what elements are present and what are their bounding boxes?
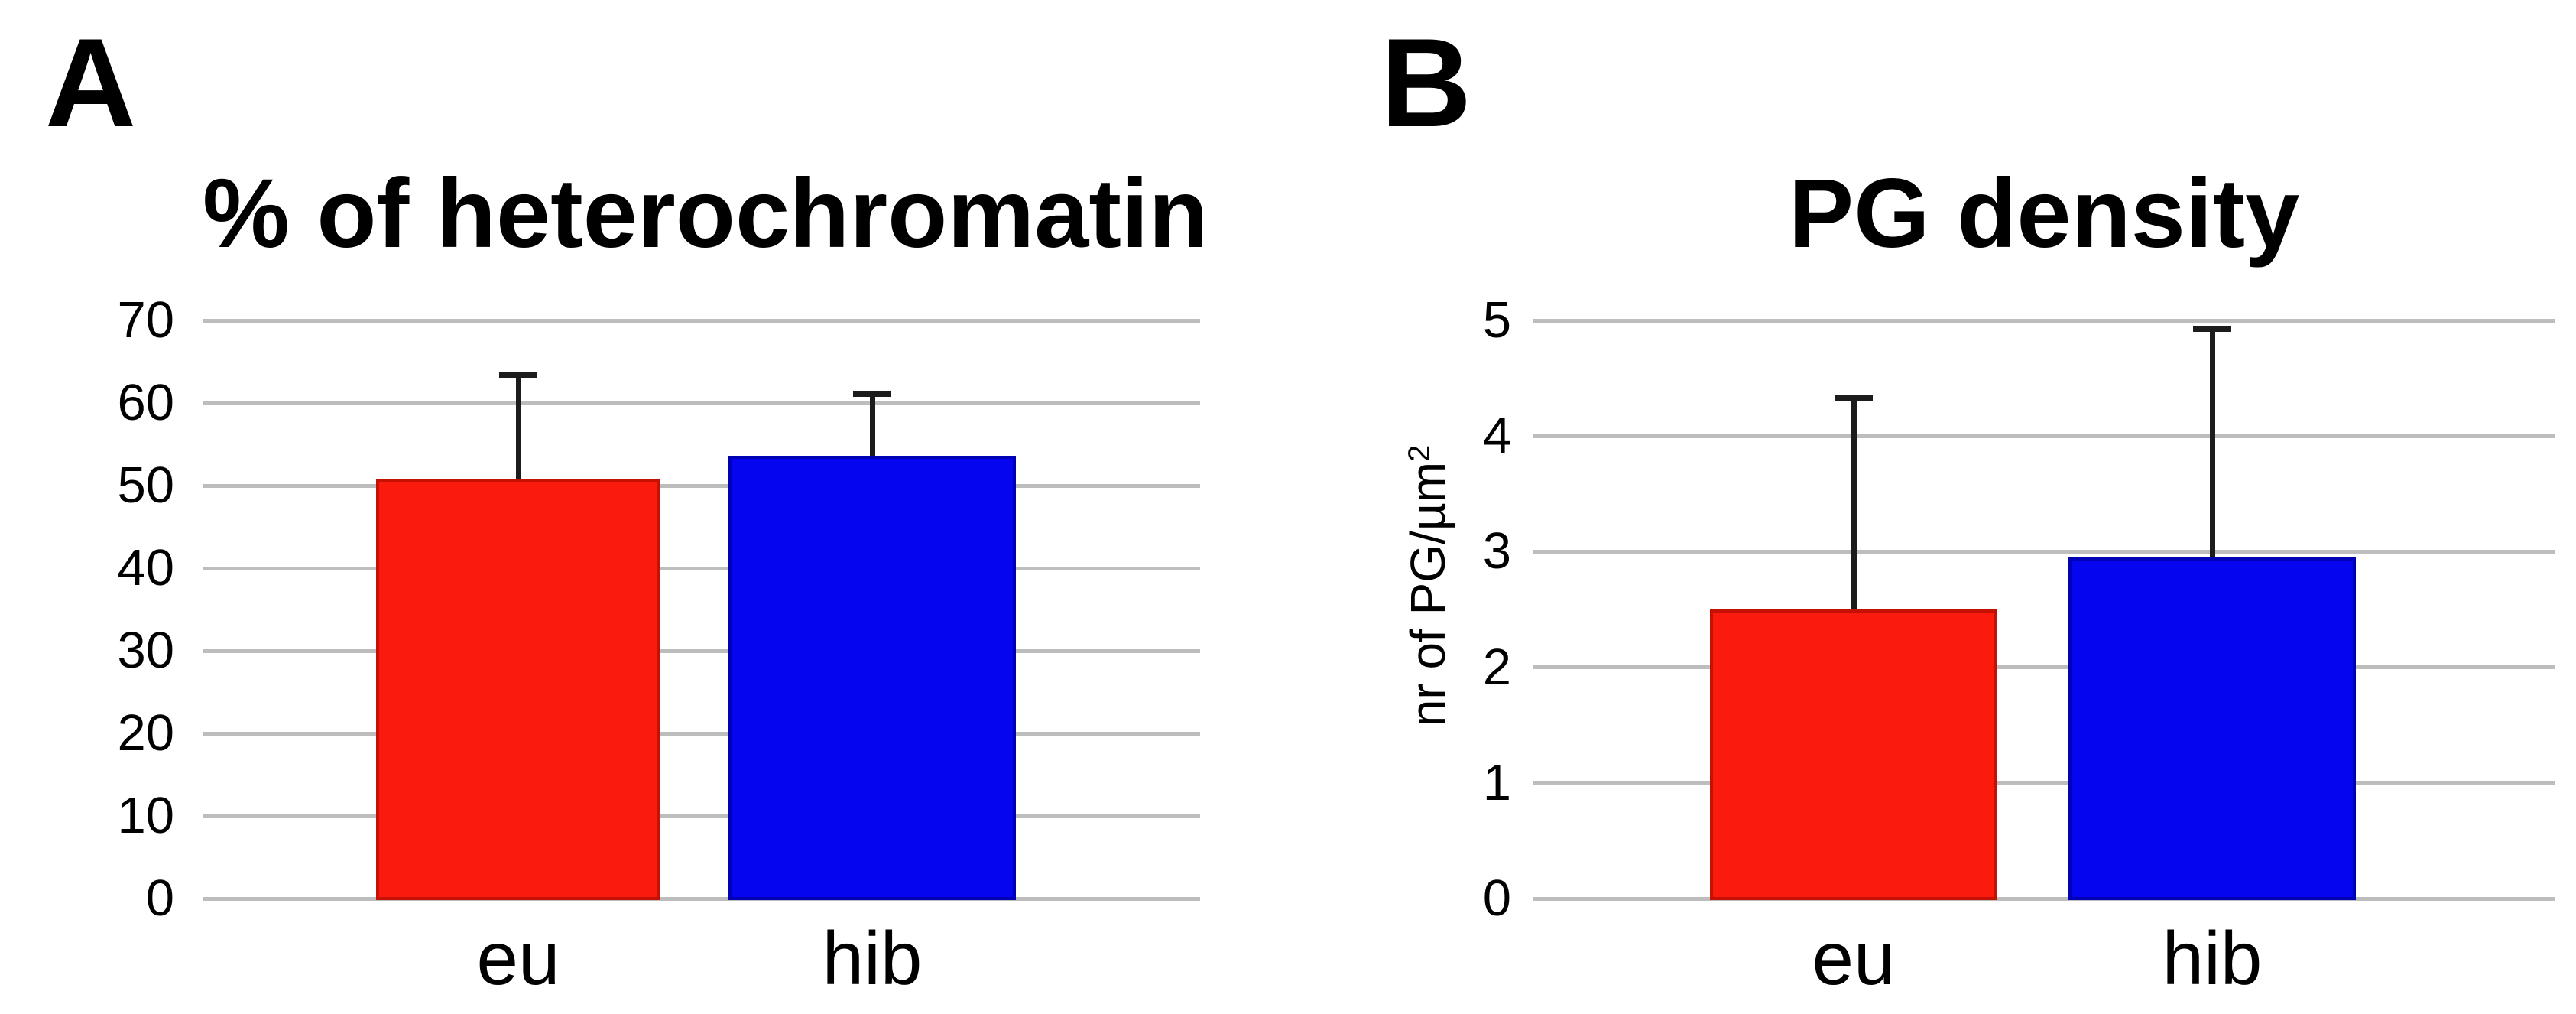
gridline-y-40 bbox=[203, 566, 1200, 570]
bar-hib bbox=[728, 456, 1016, 900]
y-tick-label-50: 50 bbox=[117, 457, 174, 514]
error-bar-eu bbox=[515, 375, 521, 479]
y-tick-label-70: 70 bbox=[117, 291, 174, 349]
error-bar-cap-eu bbox=[1835, 395, 1873, 401]
y-axis-label-superscript: 2 bbox=[1403, 444, 1437, 462]
x-category-label-hib: hib bbox=[822, 916, 923, 1000]
y-tick-label-20: 20 bbox=[117, 704, 174, 762]
error-bar-cap-hib bbox=[2193, 325, 2231, 332]
bar-eu bbox=[1710, 609, 1997, 900]
error-bar-hib bbox=[2209, 328, 2215, 557]
x-category-label-eu: eu bbox=[476, 916, 560, 1000]
y-tick-label-5: 5 bbox=[1482, 291, 1511, 349]
y-tick-label-30: 30 bbox=[117, 622, 174, 679]
gridline-y-1 bbox=[1533, 781, 2555, 785]
y-tick-label-40: 40 bbox=[117, 539, 174, 596]
y-tick-label-4: 4 bbox=[1482, 407, 1511, 465]
panel-b-y-axis-label: nr of PG/µm2 bbox=[1400, 444, 1455, 727]
y-tick-label-10: 10 bbox=[117, 787, 174, 844]
x-category-label-eu: eu bbox=[1812, 916, 1896, 1000]
y-tick-label-2: 2 bbox=[1482, 638, 1511, 696]
gridline-y-4 bbox=[1533, 434, 2555, 438]
y-tick-label-60: 60 bbox=[117, 374, 174, 431]
error-bar-cap-eu bbox=[499, 372, 537, 379]
gridline-y-30 bbox=[203, 648, 1200, 653]
x-category-label-hib: hib bbox=[2162, 916, 2263, 1000]
gridline-y-2 bbox=[1533, 665, 2555, 670]
y-tick-label-3: 3 bbox=[1482, 522, 1511, 580]
gridline-y-60 bbox=[203, 401, 1200, 405]
y-tick-label-0: 0 bbox=[145, 869, 174, 927]
gridline-y-70 bbox=[203, 318, 1200, 323]
y-tick-label-0: 0 bbox=[1482, 869, 1511, 927]
error-bar-hib bbox=[869, 394, 875, 457]
bar-hib bbox=[2068, 557, 2356, 900]
panel-a-letter: A bbox=[45, 12, 137, 153]
y-axis-label-text: nr of PG/µm bbox=[1400, 461, 1455, 727]
gridline-y-20 bbox=[203, 731, 1200, 736]
gridline-y-3 bbox=[1533, 549, 2555, 554]
y-tick-label-1: 1 bbox=[1482, 753, 1511, 811]
bar-eu bbox=[376, 479, 660, 900]
panel-b-chart-title: PG density bbox=[1788, 159, 2300, 268]
gridline-y-50 bbox=[203, 483, 1200, 488]
error-bar-cap-hib bbox=[853, 391, 891, 398]
gridline-y-0 bbox=[203, 896, 1200, 901]
panel-a-chart-title: % of heterochromatin bbox=[203, 159, 1209, 268]
gridline-y-5 bbox=[1533, 318, 2555, 323]
error-bar-eu bbox=[1851, 398, 1857, 609]
gridline-y-10 bbox=[203, 814, 1200, 818]
panel-b-letter: B bbox=[1380, 12, 1472, 153]
gridline-y-0 bbox=[1533, 896, 2555, 901]
